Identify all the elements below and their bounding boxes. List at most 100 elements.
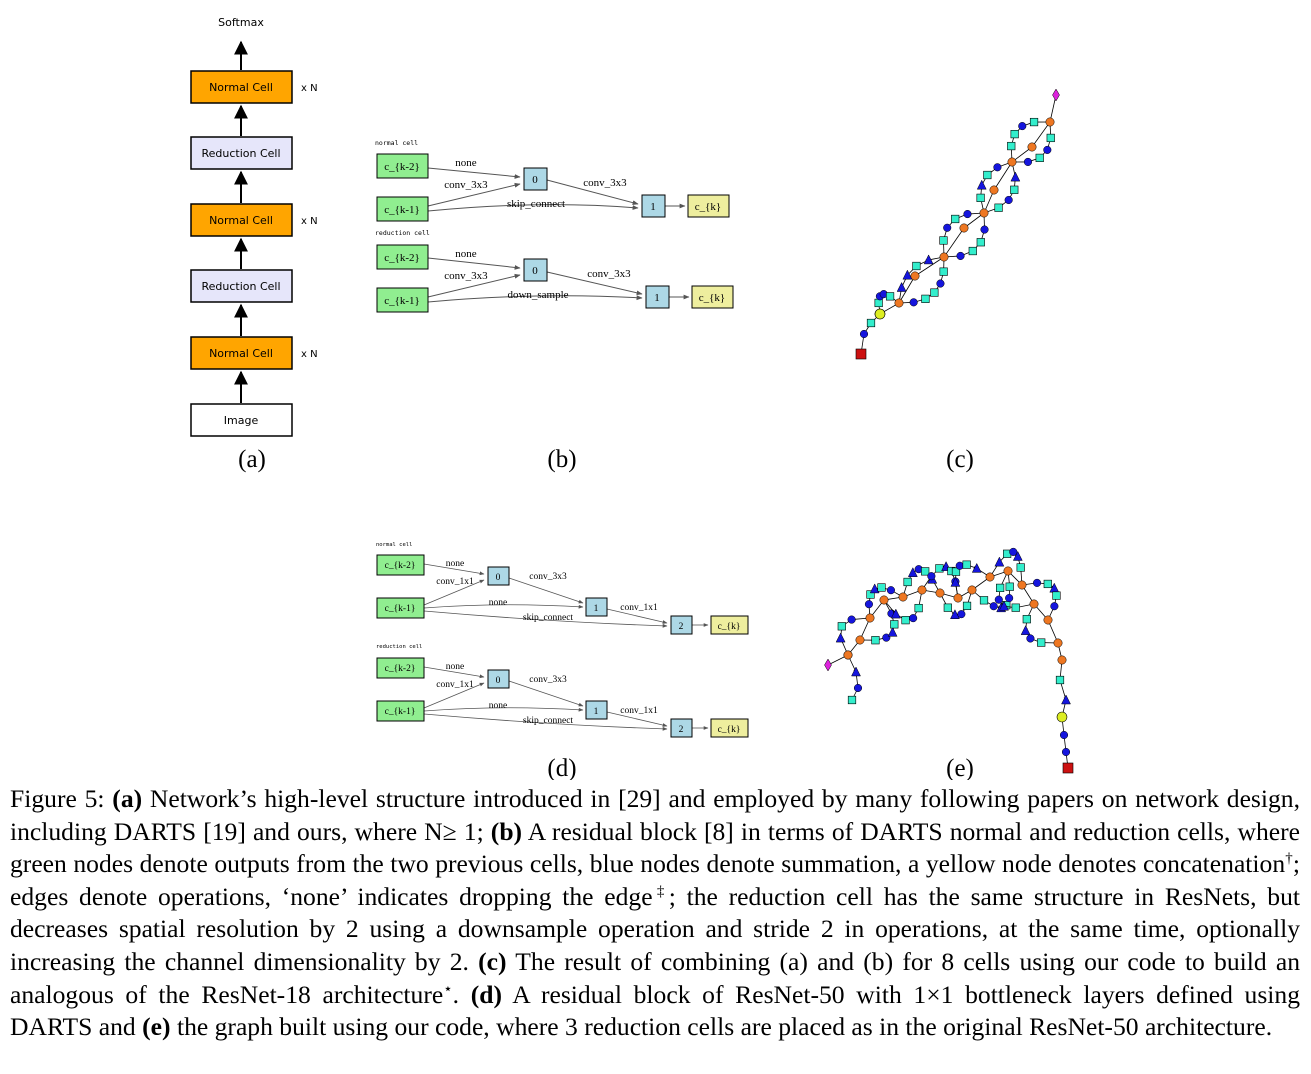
panel-c-label: (c) [946, 446, 974, 473]
graph-node-conv [935, 564, 944, 573]
normal-cell-label-1: Normal Cell [209, 347, 273, 360]
graph-node-relu [955, 561, 964, 570]
ck2-node [376, 153, 429, 179]
caption-dagger: † [1285, 850, 1293, 867]
graph-edge [898, 275, 916, 304]
graph-node-relu [956, 251, 965, 260]
graph-node-relu [1026, 634, 1035, 643]
reduction-cell-box-1 [190, 269, 293, 303]
d-edge-none-b: none [489, 598, 507, 608]
caption-d-text: A residual block of ResNet-50 with 1×1 b… [10, 979, 1300, 1042]
graph-node-conv [976, 193, 985, 202]
graph-node-relu [989, 602, 998, 611]
d-ck-node [710, 615, 749, 635]
graph-node-bn [1061, 694, 1071, 705]
graph-node-relu [853, 683, 863, 693]
red-sum-node-1-label: 1 [654, 292, 660, 304]
graph-node-relu [1061, 747, 1071, 757]
dr-edge-conv1x1-a: conv_1x1 [436, 680, 474, 690]
d-node-2 [670, 615, 693, 635]
graph-node-bn [950, 576, 961, 587]
caption-a-tag: (a) [112, 784, 143, 813]
d-node-1-label: 1 [594, 604, 599, 614]
dr-edge-conv1x1-b: conv_1x1 [620, 706, 658, 716]
ck1-node [376, 196, 429, 222]
graph-node-concat [874, 308, 886, 320]
graph-node-sum [967, 585, 977, 595]
graph-node-sum [1003, 566, 1013, 576]
graph-edge [914, 256, 945, 277]
caption-c-tag: (c) [478, 946, 507, 976]
d-edge-conv1x1-b: conv_1x1 [620, 603, 658, 613]
graph-node-sum [865, 613, 875, 623]
d-node-2-label: 2 [679, 622, 684, 632]
graph-node-relu [859, 329, 869, 339]
graph-node-conv [885, 292, 895, 301]
dr-edge-none-b: none [489, 701, 507, 711]
graph-node-sum [1007, 157, 1017, 167]
graph-node-sum [910, 271, 920, 281]
d-edge-conv3x3: conv_3x3 [529, 572, 567, 582]
graph-node-conv [903, 577, 912, 587]
d-ck1-node [376, 597, 425, 619]
graph-node-conv [847, 695, 857, 705]
graph-node-conv [1016, 563, 1025, 572]
dr-node-2-label: 2 [679, 725, 684, 735]
repeat-label-1: x N [301, 349, 318, 360]
dr-node-2 [670, 718, 693, 738]
graph-node-relu [943, 223, 952, 232]
dr-node-0-label: 0 [496, 676, 501, 686]
resnet50-graph [824, 547, 1074, 774]
red-sum-node-0-label: 0 [532, 265, 538, 277]
panel-d-label: (d) [547, 755, 576, 780]
graph-node-relu [993, 163, 1002, 172]
graph-node-sum [1057, 655, 1067, 665]
red-sum-node-0 [523, 258, 548, 282]
graph-node-output [824, 658, 832, 672]
graph-node-bn [896, 281, 907, 292]
graph-node-conv [874, 298, 883, 308]
graph-node-conv [1052, 591, 1061, 600]
dr-node-1-label: 1 [594, 707, 599, 717]
d-ck2-node [376, 554, 425, 576]
graph-node-sum [989, 185, 999, 195]
graph-node-relu [1023, 157, 1033, 166]
graph-node-sum [939, 252, 949, 262]
graph-node-bn [1020, 625, 1031, 635]
graph-node-bn [1012, 550, 1023, 561]
sum-node-0 [523, 167, 548, 191]
graph-node-sum [879, 595, 889, 605]
graph-node-sum [985, 572, 995, 582]
ck-node [687, 194, 730, 218]
normal-cell-label-2: Normal Cell [209, 214, 273, 227]
d-reduction-cell-title: reduction cell [376, 644, 422, 650]
reduction-cell-label-2: Reduction Cell [201, 147, 280, 160]
graph-node-relu [1059, 730, 1069, 740]
graph-node-bn [907, 567, 918, 577]
panel-c: (c) [855, 88, 1060, 473]
graph-node-conv [866, 318, 876, 328]
caption-a-text: Network’s high-level structure introduce… [10, 784, 1300, 846]
graph-node-conv [1007, 141, 1016, 151]
graph-node-relu [1004, 195, 1013, 205]
graph-node-relu [1032, 578, 1042, 587]
graph-node-relu [994, 595, 1003, 604]
dr-node-0 [487, 669, 510, 689]
graph-node-relu [909, 614, 918, 623]
normal-cell-box-2 [190, 203, 293, 237]
graph-node-conv [1043, 579, 1052, 589]
graph-node-bn [835, 632, 846, 643]
red-ck2-label: c_{k-2} [384, 252, 420, 264]
graph-node-conv [983, 170, 992, 180]
dr-ck1-node [376, 700, 425, 722]
graph-node-sum [898, 592, 908, 602]
graph-node-relu [1018, 122, 1027, 131]
ck-label: c_{k} [695, 201, 721, 213]
graph-node-relu [847, 615, 856, 624]
graph-node-conv [1055, 675, 1065, 685]
normal-cell-label-3: Normal Cell [209, 81, 273, 94]
graph-node-conv [1010, 185, 1019, 194]
reduction-cell-box-2 [190, 136, 293, 170]
repeat-label-2: x N [301, 216, 318, 227]
graph-node-conv [921, 567, 930, 576]
